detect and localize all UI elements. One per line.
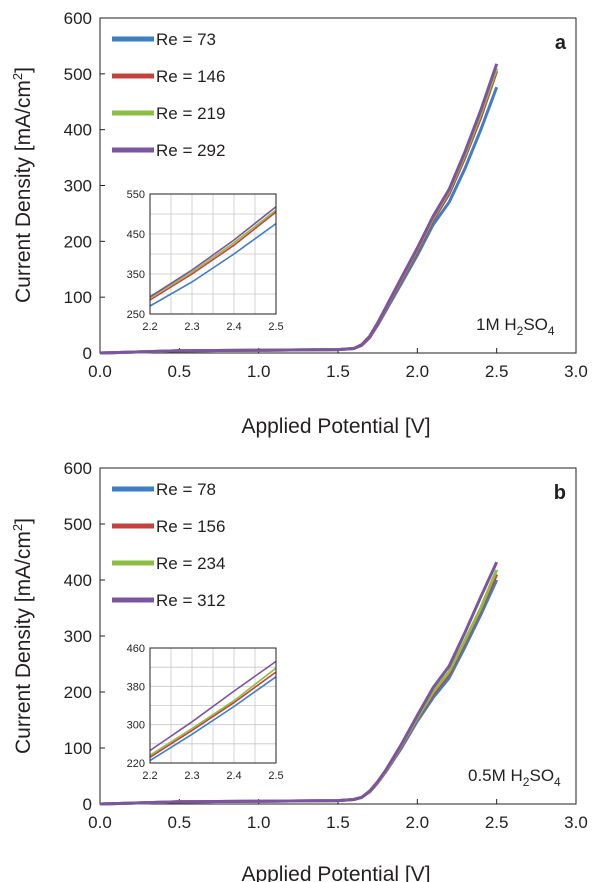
legend-label: Re = 78: [156, 480, 216, 499]
series-line-purple: [99, 63, 499, 355]
y-tick-label: 0: [83, 344, 92, 363]
y-tick-label: 100: [64, 739, 92, 758]
inset-x-tick-label: 2.3: [184, 770, 199, 782]
inset-x-tick-label: 2.3: [184, 321, 199, 333]
inset-series-line-red: [149, 671, 277, 758]
x-tick-label: 1.5: [326, 362, 350, 381]
y-tick-label: 0: [83, 795, 92, 814]
inset-x-tick-label: 2.4: [226, 770, 241, 782]
x-tick-label: 2.5: [485, 362, 509, 381]
x-tick-label: 3.0: [564, 813, 588, 832]
inset-y-tick-label: 300: [127, 720, 145, 732]
x-tick-label: 3.0: [564, 362, 588, 381]
chart-panel-b: 0 100 200 300 400 500 600 0.0 0.5 1.0 1.5 2.0 2.5 3.0…: [10, 459, 588, 882]
inset-x-tick-label: 2.2: [142, 321, 157, 333]
inset-frame: [149, 193, 277, 315]
series-line-purple: [99, 561, 499, 806]
x-tick-label: 0.5: [168, 362, 192, 381]
inset-y-tick-label: 220: [127, 758, 145, 770]
inset-y-tick-label: 460: [127, 643, 145, 655]
inset-x-tick-label: 2.2: [142, 770, 157, 782]
inset-y-tick-label: 450: [127, 229, 145, 241]
y-tick-label: 200: [64, 232, 92, 251]
x-tick-label: 1.0: [247, 813, 271, 832]
x-tick-label: 2.0: [406, 813, 430, 832]
electrolyte-annotation: 1M H2SO4: [476, 315, 555, 338]
panel-label: a: [555, 32, 567, 54]
x-tick-label: 2.0: [406, 362, 430, 381]
inset-series-line-red: [149, 211, 277, 301]
inset-x-tick-label: 2.5: [268, 770, 283, 782]
legend-label: Re = 234: [156, 554, 225, 573]
legend-label: Re = 292: [156, 141, 225, 160]
x-tick-label: 0.0: [88, 813, 112, 832]
inset-frame: [149, 647, 277, 764]
x-tick-label: 2.5: [485, 813, 509, 832]
inset-x-tick-label: 2.5: [268, 321, 283, 333]
inset-y-tick-label: 250: [127, 309, 145, 321]
y-tick-label: 500: [64, 65, 92, 84]
x-tick-label: 1.5: [326, 813, 350, 832]
x-tick-label: 0.5: [168, 813, 192, 832]
y-tick-label: 300: [64, 627, 92, 646]
panel-label: b: [554, 482, 566, 504]
inset-series-line-green: [149, 209, 277, 299]
inset-series-line-blue: [149, 222, 277, 307]
x-tick-label: 1.0: [247, 362, 271, 381]
chart-panel-a: 0 100 200 300 400 500 600 0.0 0.5 1.0 1.5 2.0 2.5 3.0…: [10, 9, 588, 438]
inset-y-tick-label: 350: [127, 269, 145, 281]
y-tick-label: 600: [64, 9, 92, 28]
legend-label: Re = 312: [156, 591, 225, 610]
inset-y-tick-label: 550: [127, 189, 145, 201]
y-tick-label: 300: [64, 177, 92, 196]
x-tick-label: 0.0: [88, 362, 112, 381]
y-axis-label: Current Density [mA/cm2]: [10, 518, 35, 754]
inset-series-line-purple: [149, 660, 277, 752]
y-tick-label: 100: [64, 288, 92, 307]
inset-chart: 250 350 450 550 2.2 2.3 2.4 2.5: [127, 189, 284, 333]
legend-label: Re = 73: [156, 30, 216, 49]
inset-series-line-purple: [149, 206, 277, 298]
x-axis-label: Applied Potential [V]: [241, 415, 430, 438]
y-tick-label: 500: [64, 515, 92, 534]
y-axis-label: Current Density [mA/cm2]: [10, 67, 35, 303]
inset-y-tick-label: 380: [127, 681, 145, 693]
electrolyte-annotation: 0.5M H2SO4: [468, 766, 561, 789]
y-tick-label: 400: [64, 121, 92, 140]
inset-x-tick-label: 2.4: [226, 321, 241, 333]
inset-series-line-green: [149, 667, 277, 756]
inset-chart: 220 300 380 460 2.2 2.3 2.4 2.5: [127, 643, 284, 782]
y-tick-label: 200: [64, 683, 92, 702]
legend-label: Re = 219: [156, 104, 225, 123]
legend-label: Re = 156: [156, 517, 225, 536]
inset-series-line-blue: [149, 676, 277, 762]
y-tick-label: 600: [64, 459, 92, 478]
x-axis-label: Applied Potential [V]: [241, 863, 430, 882]
legend-label: Re = 146: [156, 67, 225, 86]
y-tick-label: 400: [64, 571, 92, 590]
